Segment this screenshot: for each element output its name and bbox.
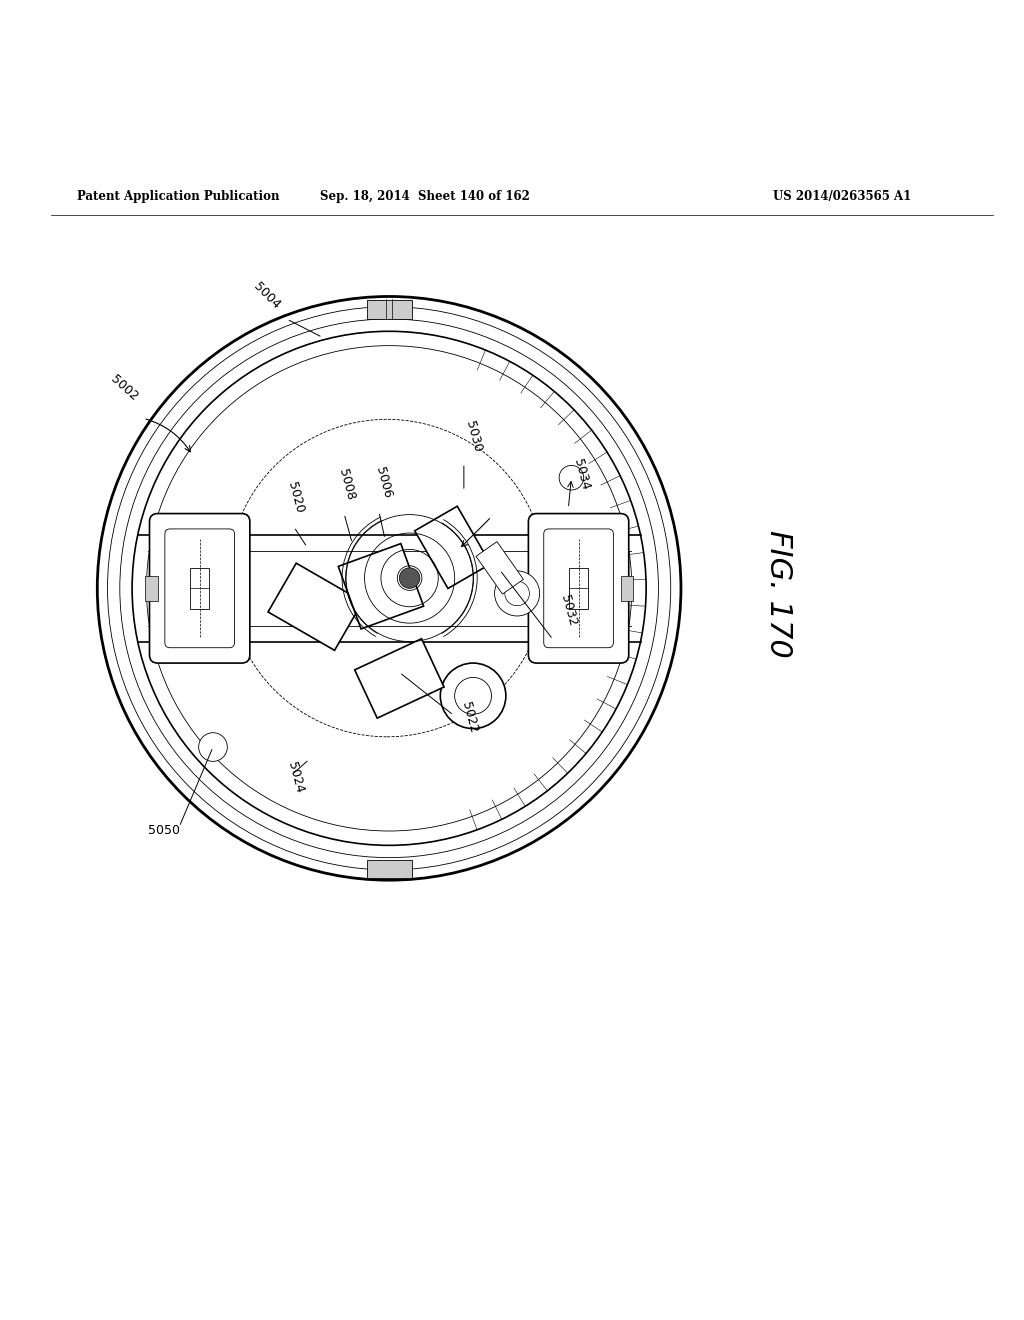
Text: 5032: 5032	[558, 593, 579, 627]
Bar	[190, 568, 209, 609]
Text: 5050: 5050	[148, 824, 180, 837]
Text: 5020: 5020	[285, 480, 305, 515]
Polygon shape	[415, 507, 490, 589]
FancyBboxPatch shape	[528, 513, 629, 663]
Polygon shape	[476, 541, 523, 594]
Text: 5002: 5002	[108, 374, 140, 404]
Text: US 2014/0263565 A1: US 2014/0263565 A1	[773, 190, 911, 203]
Circle shape	[559, 466, 584, 490]
Polygon shape	[338, 544, 424, 628]
FancyBboxPatch shape	[150, 513, 250, 663]
Polygon shape	[354, 639, 444, 718]
Circle shape	[399, 568, 420, 589]
Text: 5022: 5022	[459, 701, 479, 735]
Circle shape	[495, 572, 540, 616]
Text: 5008: 5008	[336, 467, 356, 502]
Text: FIG. 170: FIG. 170	[764, 529, 793, 657]
Text: 5030: 5030	[463, 418, 483, 453]
Bar	[367, 300, 412, 318]
Text: 5006: 5006	[373, 465, 393, 499]
Bar	[145, 576, 158, 601]
Bar	[569, 568, 588, 609]
Circle shape	[440, 663, 506, 729]
Text: 5004: 5004	[251, 280, 283, 312]
Text: Sep. 18, 2014  Sheet 140 of 162: Sep. 18, 2014 Sheet 140 of 162	[321, 190, 529, 203]
Circle shape	[199, 733, 227, 762]
Polygon shape	[268, 564, 362, 651]
Text: 5034: 5034	[571, 457, 592, 491]
Text: Patent Application Publication: Patent Application Publication	[77, 190, 280, 203]
Bar	[367, 859, 412, 878]
Bar	[621, 576, 633, 601]
Text: 5024: 5024	[285, 760, 305, 795]
